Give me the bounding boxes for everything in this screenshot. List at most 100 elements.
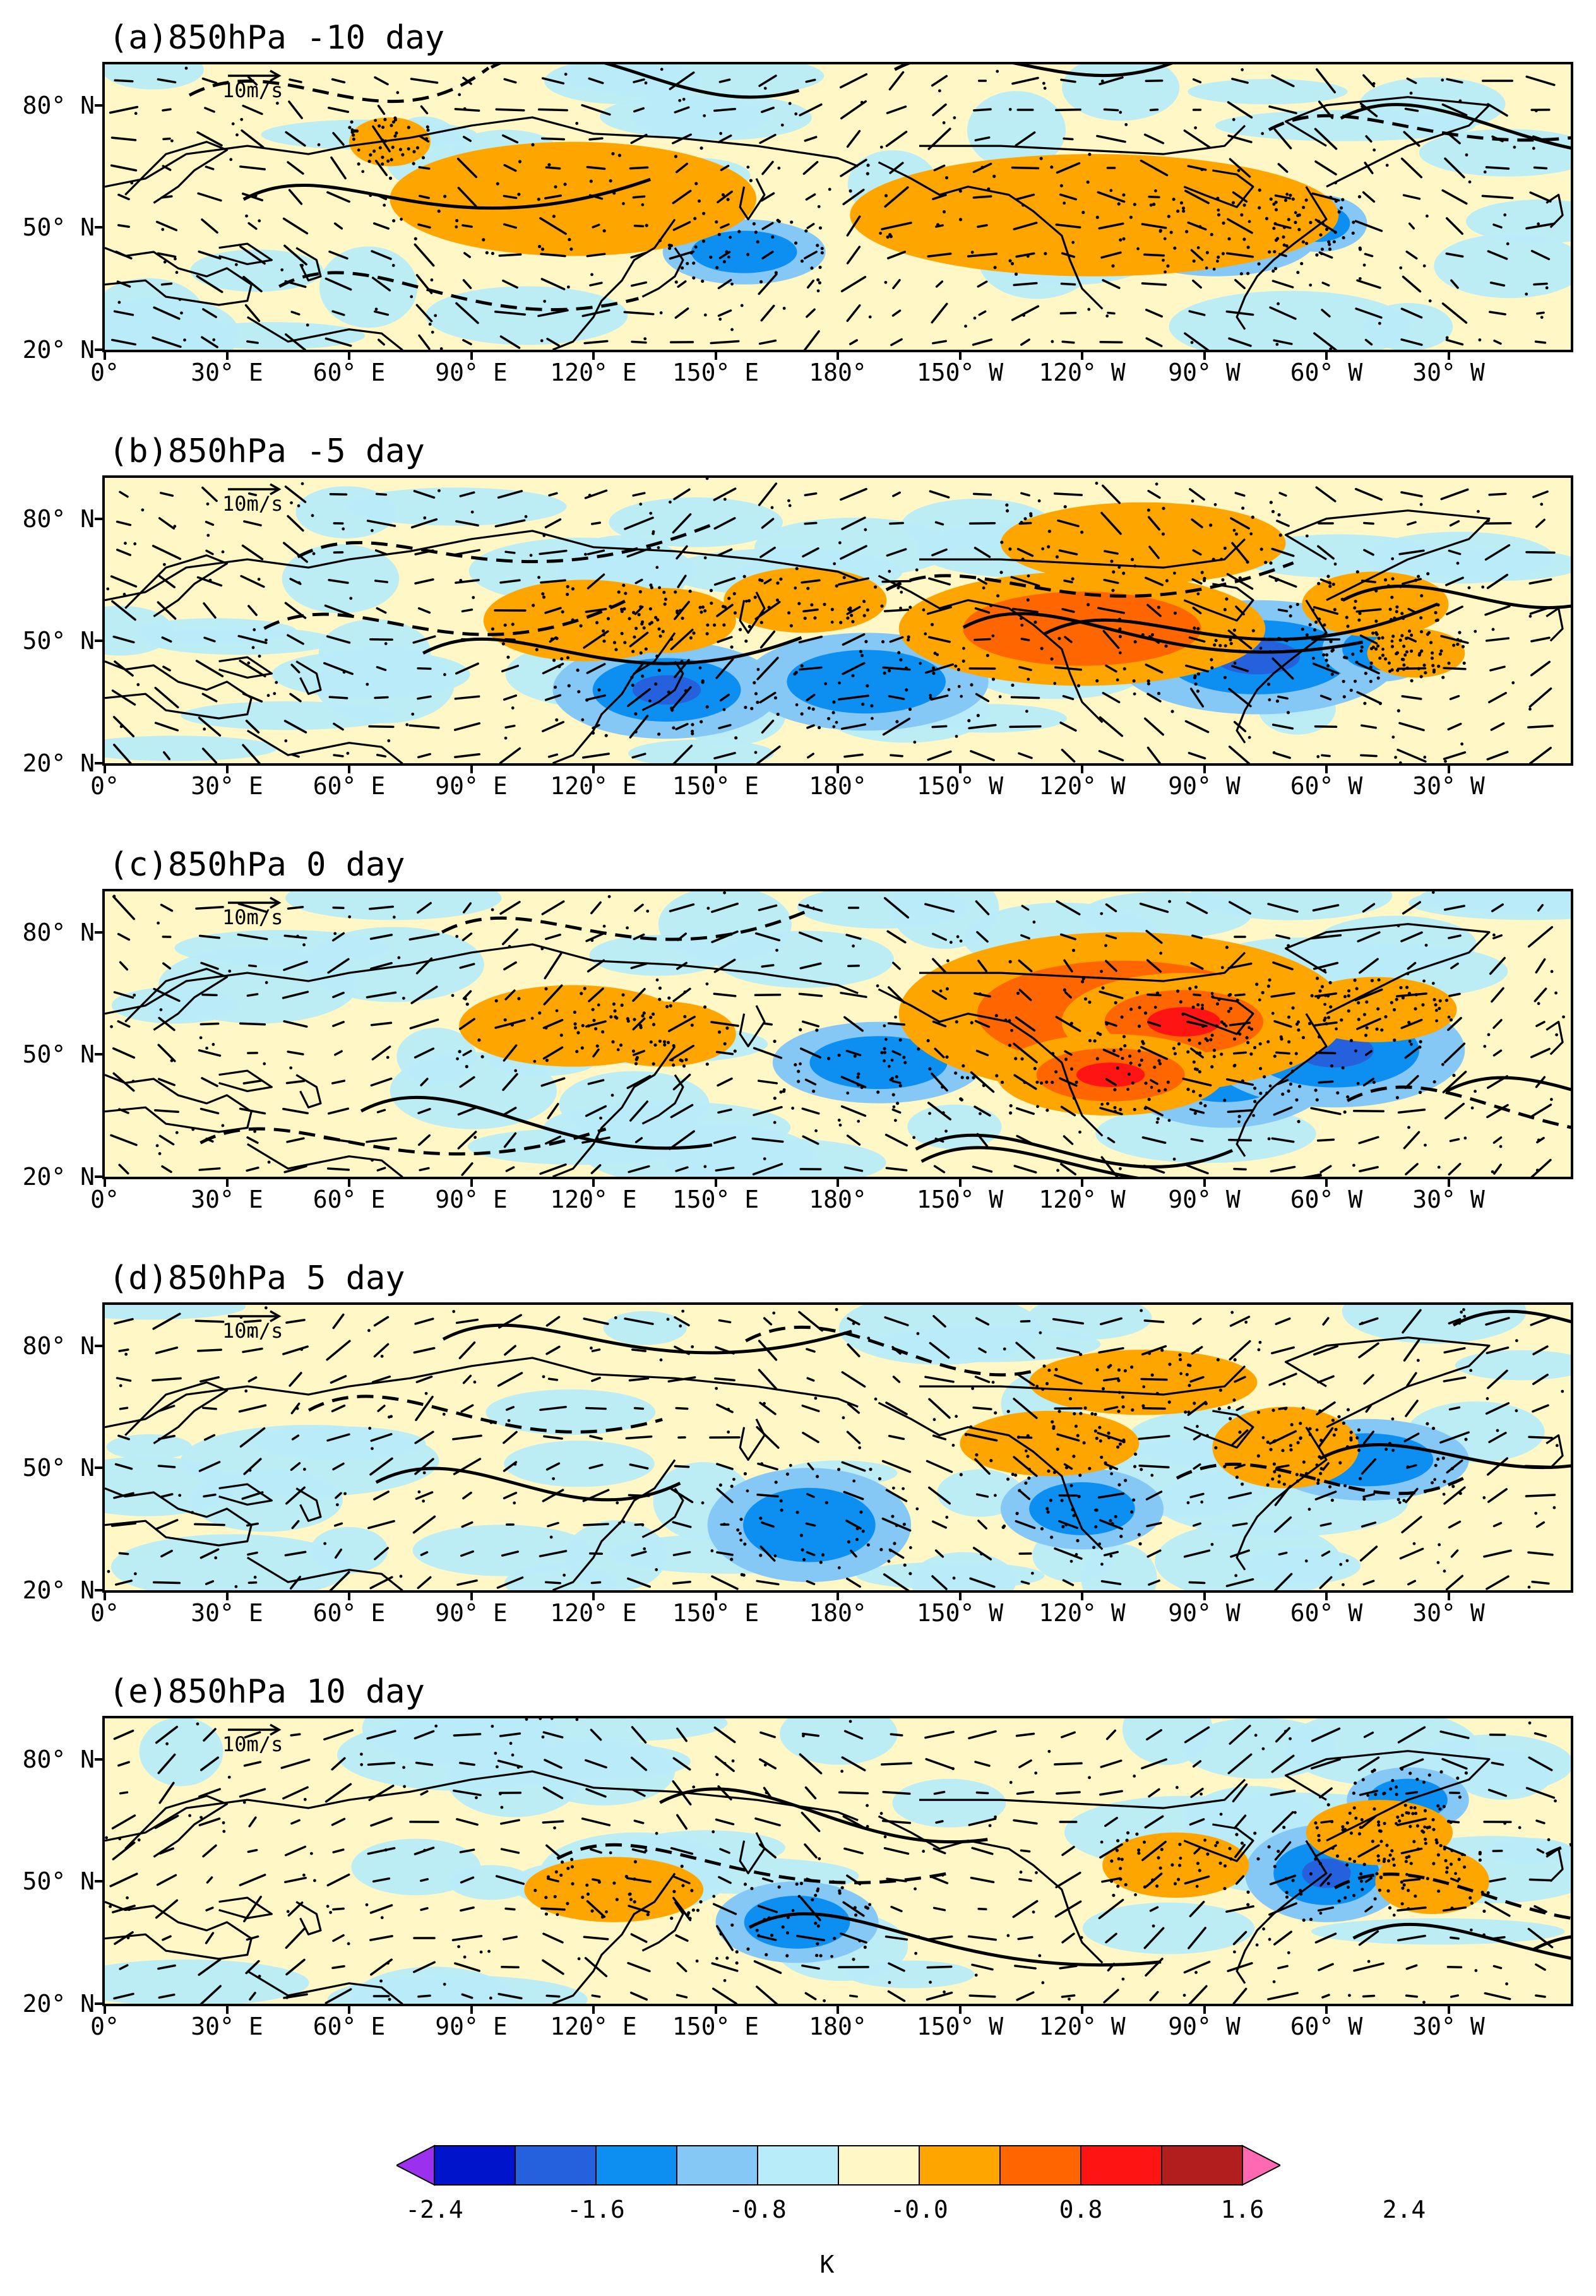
longitude-tick	[958, 1593, 962, 1600]
latitude-tick	[95, 762, 102, 764]
longitude-tick	[470, 352, 473, 360]
map-panel: (c)850hPa 0 day 80° N 50° N 20° N 0° 30° E 60°…	[0, 846, 1596, 1250]
weak-cold-anomaly	[139, 1718, 223, 1787]
latitude-label: 80° N	[22, 918, 95, 946]
latitude-tick	[95, 2002, 102, 2005]
weak-cold-anomaly	[105, 735, 277, 761]
wind-vectors	[110, 1309, 1557, 1590]
latitude-label: 80° N	[22, 91, 95, 119]
weak-cold-anomaly	[1169, 290, 1411, 350]
colorbar-tick-label: -0.0	[890, 2196, 948, 2223]
reference-vector-arrow	[228, 483, 282, 496]
colorbar-tick-label: -2.4	[405, 2196, 463, 2223]
weak-cold-anomaly	[105, 1305, 246, 1320]
weak-cold-anomaly	[1081, 1544, 1157, 1590]
weak-cold-anomaly	[250, 1426, 426, 1460]
weak-cold-anomaly	[105, 1960, 309, 2004]
longitude-label: 120° E	[550, 2013, 637, 2040]
longitude-label: 90° E	[435, 772, 508, 800]
latitude-label: 80° N	[22, 1745, 95, 1773]
longitude-tick	[1325, 352, 1328, 360]
weak-cold-anomaly	[892, 1778, 1006, 1828]
colorbar-bin	[434, 2145, 516, 2186]
panel-title: (e)850hPa 10 day	[109, 1673, 425, 1711]
geopotential-contours	[307, 1309, 1571, 1502]
longitude-tick	[348, 2006, 350, 2014]
latitude-tick	[95, 1880, 102, 1883]
longitude-tick	[1203, 352, 1206, 360]
longitude-tick	[1447, 766, 1450, 773]
reference-vector-label: 10m/s	[222, 1319, 283, 1343]
weak-cold-anomaly	[449, 1865, 533, 1900]
reference-vector-label: 10m/s	[222, 905, 283, 929]
colorbar-bin	[838, 2145, 920, 2186]
latitude-label: 50° N	[22, 213, 95, 242]
longitude-label: 120° W	[1039, 772, 1126, 800]
longitude-tick	[1325, 1179, 1328, 1187]
colorbar-bin	[396, 2144, 435, 2186]
weak-cold-anomaly	[295, 486, 396, 538]
longitude-label: 60° W	[1290, 359, 1363, 386]
colorbar-bin	[919, 2145, 1001, 2186]
weak-cold-anomaly	[780, 1718, 898, 1765]
weak-cold-anomaly	[412, 1525, 592, 1576]
longitude-tick	[470, 1179, 473, 1187]
latitude-label: 20° N	[22, 749, 95, 777]
latitude-tick	[95, 639, 102, 643]
anomaly-map	[102, 1716, 1573, 2006]
reference-vector-label: 10m/s	[222, 78, 283, 102]
weak-cold-anomaly	[565, 1520, 667, 1590]
longitude-label: 30° W	[1412, 2013, 1485, 2040]
anomaly-map	[102, 889, 1573, 1179]
latitude-tick	[95, 931, 102, 934]
longitude-label: 60° W	[1290, 1599, 1363, 1627]
reference-vector-arrow	[228, 69, 282, 82]
longitude-label: 60° W	[1290, 2013, 1363, 2040]
longitude-label: 30° E	[191, 1186, 263, 1213]
longitude-label: 90° E	[435, 2013, 508, 2040]
wind-vectors	[109, 1725, 1556, 2004]
longitude-label: 180°	[809, 772, 867, 800]
latitude-tick	[95, 104, 102, 107]
longitude-tick	[958, 1179, 962, 1187]
weak-cold-anomaly	[1155, 1522, 1342, 1590]
latitude-tick	[95, 1758, 102, 1761]
longitude-tick	[958, 352, 962, 360]
warm-anomaly	[850, 154, 1339, 277]
longitude-label: 90° E	[435, 359, 508, 386]
latitude-tick	[95, 1344, 102, 1347]
longitude-tick	[592, 1593, 595, 1600]
longitude-label: 30° W	[1412, 772, 1485, 800]
longitude-label: 180°	[809, 1186, 867, 1213]
longitude-label: 150° E	[672, 1186, 759, 1213]
longitude-label: 180°	[809, 359, 867, 386]
longitude-label: 150° W	[916, 2013, 1004, 2040]
weak-cold-anomaly	[797, 891, 970, 929]
longitude-label: 30° E	[191, 2013, 263, 2040]
longitude-tick	[1203, 1593, 1206, 1600]
longitude-label: 120° E	[550, 1186, 637, 1213]
panel-title: (d)850hPa 5 day	[109, 1259, 405, 1297]
weak-cold-anomaly	[628, 739, 775, 763]
longitude-label: 30° E	[191, 1599, 263, 1627]
colorbar-bin	[1080, 2145, 1162, 2186]
weak-cold-anomaly	[910, 1552, 1016, 1590]
longitude-tick	[348, 766, 350, 773]
warm-anomaly	[524, 1857, 704, 1922]
longitude-tick	[470, 1593, 473, 1600]
colorbar-unit: K	[819, 2251, 835, 2278]
weak-cold-anomaly	[544, 1101, 791, 1154]
longitude-label: 150° W	[916, 1599, 1004, 1627]
longitude-tick	[837, 2006, 839, 2014]
map-svg	[105, 1305, 1571, 1590]
cold-anomaly	[632, 675, 701, 705]
latitude-label: 80° N	[22, 504, 95, 533]
map-panel: (e)850hPa 10 day 80° N 50° N 20° N 0° 30° E 60…	[0, 1673, 1596, 2077]
weak-cold-anomaly	[345, 487, 567, 526]
longitude-label: 90° W	[1168, 2013, 1241, 2040]
longitude-tick	[714, 766, 717, 773]
longitude-tick	[225, 1593, 229, 1600]
longitude-label: 30° W	[1412, 359, 1485, 386]
longitude-tick	[1447, 2006, 1450, 2014]
weak-cold-anomaly	[1434, 234, 1571, 299]
